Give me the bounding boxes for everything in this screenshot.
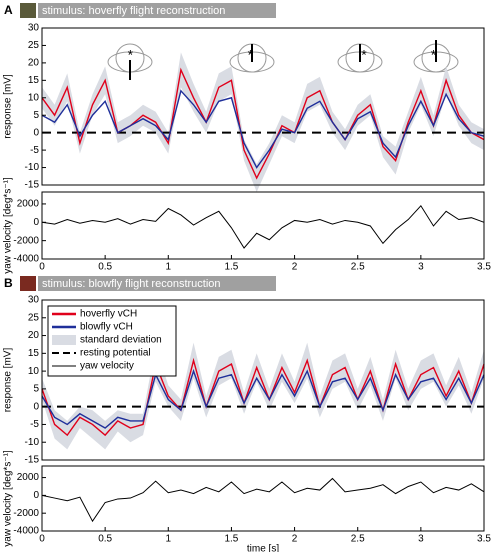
axes-frame — [41, 27, 485, 186]
y-tick-label: -2000 — [13, 235, 39, 246]
orientation-icons — [107, 40, 459, 80]
annotation: * — [361, 47, 367, 63]
y-tick-label: -4000 — [13, 526, 39, 537]
x-tick-label: 2.5 — [351, 262, 365, 273]
y-tick-label: 0 — [33, 490, 39, 501]
y-tick-label: 5 — [33, 110, 39, 121]
x-tick-label: 3.5 — [477, 534, 491, 545]
y-axis-label: yaw velocity [deg*s⁻¹] — [3, 450, 14, 547]
y-tick-label: 10 — [28, 92, 40, 103]
y-tick-label: -15 — [25, 180, 40, 191]
x-tick-label: 2 — [292, 534, 298, 545]
y-tick-label: 20 — [28, 330, 40, 341]
x-tick-label: 0.5 — [98, 262, 112, 273]
legend-label: resting potential — [80, 348, 151, 359]
y-tick-label: 15 — [28, 348, 40, 359]
axes-frame — [41, 299, 485, 461]
x-tick-label: 1.5 — [224, 534, 238, 545]
x-tick-label: 1 — [166, 262, 172, 273]
header-bar — [38, 3, 276, 18]
annotation: * — [248, 47, 254, 63]
y-tick-label: -5 — [30, 145, 39, 156]
x-tick-label: 3 — [418, 262, 424, 273]
x-axis-label: time [s] — [247, 544, 279, 552]
y-tick-label: 0 — [33, 401, 39, 412]
annotation: * — [431, 47, 437, 63]
axes-frame — [41, 191, 485, 260]
x-tick-label: 3 — [418, 534, 424, 545]
x-tick-label: 1.5 — [224, 262, 238, 273]
x-tick-label: 2.5 — [351, 534, 365, 545]
y-tick-label: 30 — [28, 23, 40, 34]
y-tick-label: 15 — [28, 75, 40, 86]
trace — [41, 89, 485, 169]
y-tick-label: 5 — [33, 384, 39, 395]
x-tick-label: 0 — [39, 262, 45, 273]
fly-icon — [20, 276, 36, 291]
y-tick-label: 10 — [28, 366, 40, 377]
panel-label: A — [4, 3, 13, 17]
annotation: * — [128, 47, 134, 63]
legend-label: yaw velocity — [80, 361, 134, 372]
y-tick-label: 0 — [33, 127, 39, 138]
axes-frame — [41, 465, 485, 532]
y-tick-label: 30 — [28, 295, 40, 306]
y-tick-label: 2000 — [17, 472, 40, 483]
y-tick-label: 20 — [28, 58, 40, 69]
y-tick-label: -2000 — [13, 508, 39, 519]
y-tick-label: -10 — [25, 162, 40, 173]
y-tick-label: -4000 — [13, 254, 39, 265]
y-tick-label: 25 — [28, 312, 40, 323]
y-axis-label: yaw velocity [deg*s⁻¹] — [3, 177, 14, 274]
std-band — [42, 52, 484, 192]
header-bar — [38, 276, 276, 291]
panel-label: B — [4, 276, 13, 290]
trace — [41, 477, 485, 523]
legend-label: standard deviation — [80, 335, 162, 346]
trace — [41, 67, 485, 180]
panel-title: stimulus: hoverfly flight reconstruction — [42, 5, 225, 17]
legend-swatch — [52, 335, 76, 345]
trace — [41, 368, 485, 429]
x-tick-label: 3.5 — [477, 262, 491, 273]
y-tick-label: 25 — [28, 40, 40, 51]
y-tick-label: 0 — [33, 217, 39, 228]
legend-label: hoverfly vCH — [80, 309, 137, 320]
x-tick-label: 0 — [39, 534, 45, 545]
legend-label: blowfly vCH — [80, 322, 133, 333]
y-axis-label: response [mV] — [3, 74, 14, 139]
x-tick-label: 0.5 — [98, 534, 112, 545]
y-tick-label: 2000 — [17, 199, 40, 210]
trace — [41, 204, 485, 249]
x-tick-label: 2 — [292, 262, 298, 273]
y-tick-label: -5 — [30, 419, 39, 430]
y-tick-label: -10 — [25, 437, 40, 448]
y-tick-label: -15 — [25, 455, 40, 466]
fly-icon — [20, 3, 36, 18]
y-axis-label: response [mV] — [3, 348, 14, 413]
panel-title: stimulus: blowfly flight reconstruction — [42, 278, 221, 290]
x-tick-label: 1 — [166, 534, 172, 545]
